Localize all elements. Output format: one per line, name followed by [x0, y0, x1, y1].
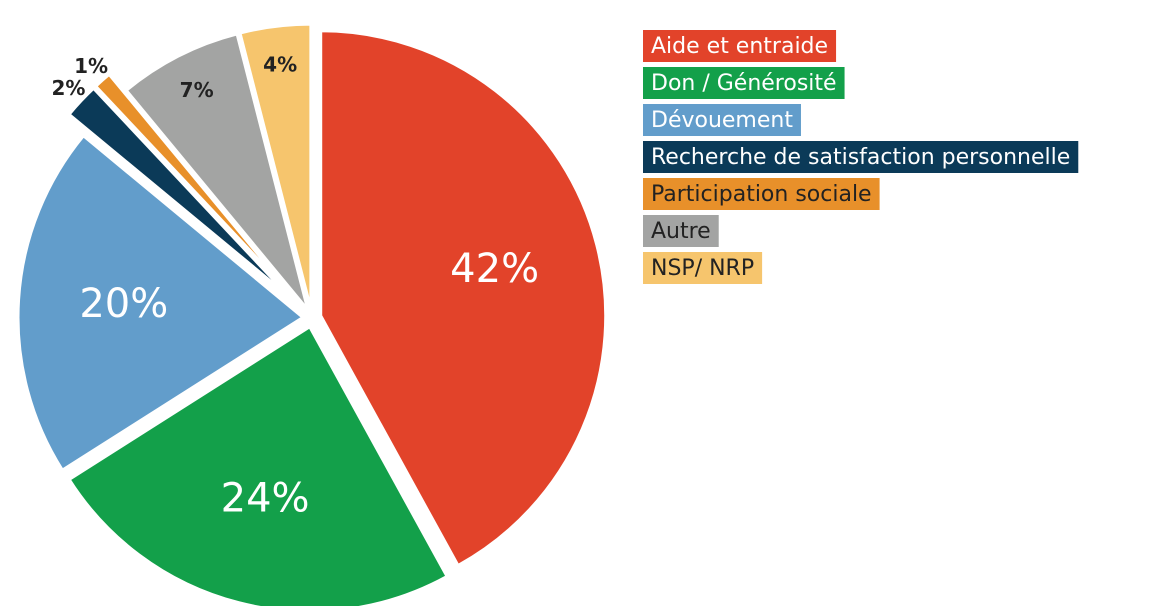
legend-label: NSP/ NRP: [651, 256, 754, 281]
data-label: 7%: [180, 78, 214, 102]
pie-slice: [16, 133, 306, 473]
data-label: 20%: [79, 281, 168, 327]
pie-slice: [66, 86, 290, 298]
legend-swatch: [643, 178, 880, 210]
legend-label: Participation sociale: [651, 182, 872, 207]
data-label: 24%: [221, 476, 310, 522]
legend-swatch: [643, 141, 1079, 173]
pie-slice: [67, 324, 450, 606]
legend-label: Don / Générosité: [651, 71, 837, 96]
legend-label: Dévouement: [651, 108, 793, 133]
data-label: 4%: [263, 52, 297, 76]
legend-swatch: [643, 104, 801, 136]
data-label: 2%: [51, 76, 85, 100]
pie-slice: [93, 72, 292, 296]
legend-swatch: [643, 67, 845, 99]
pie-slice: [238, 22, 313, 310]
legend-label: Recherche de satisfaction personnelle: [651, 145, 1070, 170]
data-label: 1%: [74, 54, 108, 78]
legend-label: Autre: [651, 219, 711, 244]
legend-swatch: [643, 215, 719, 247]
legend-label: Aide et entraide: [651, 34, 828, 59]
pie-slice: [124, 32, 310, 311]
legend-swatch: [643, 30, 837, 62]
legend-swatch: [643, 252, 763, 284]
data-label: 42%: [450, 246, 539, 292]
pie-slice: [319, 29, 608, 568]
